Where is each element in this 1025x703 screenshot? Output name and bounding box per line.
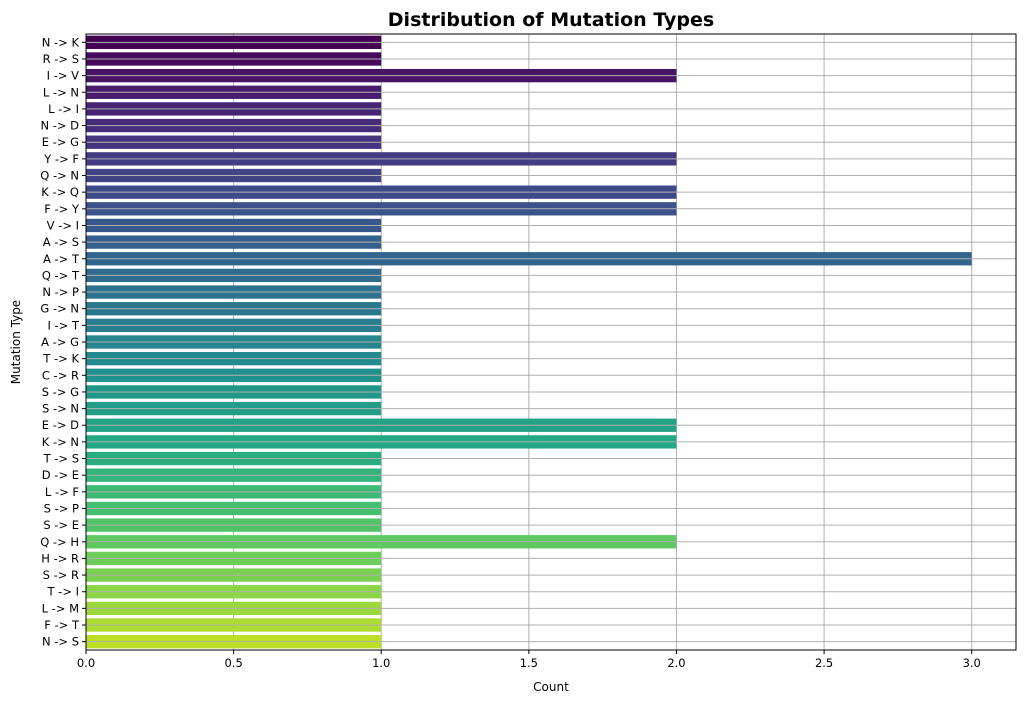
y-tick-labels: N -> K R -> S I -> V L -> N L -> I N -> D E ->… [40,35,86,649]
x-tick-label: 0.5 [224,656,242,670]
y-tick-label: V -> I [47,218,79,232]
y-tick-label: S -> E [43,518,79,532]
y-tick-label: R -> S [43,52,79,66]
x-tick-label: 2.5 [815,656,833,670]
y-tick-label: N -> S [42,635,79,649]
x-tick-label: 1.0 [372,656,390,670]
y-tick-label: T -> K [42,352,79,366]
y-tick-label: L -> F [45,485,79,499]
y-tick-label: K -> Q [41,185,79,199]
y-tick-label: Q -> H [40,535,79,549]
y-tick-label: E -> G [42,135,79,149]
y-tick-label: S -> G [42,385,79,399]
y-tick-label: L -> N [43,85,79,99]
y-tick-label: D -> E [42,468,79,482]
y-tick-label: K -> N [42,435,79,449]
y-tick-label: F -> Y [44,202,80,216]
y-tick-label: T -> S [43,452,79,466]
y-tick-label: E -> D [42,418,79,432]
x-axis-title: Count [533,680,569,694]
y-tick-label: H -> R [41,551,79,565]
horizontal-grid-layer [86,41,1016,643]
y-tick-label: Y -> F [43,152,79,166]
y-tick-label: L -> M [42,601,79,615]
y-tick-label: L -> I [48,102,79,116]
y-tick-label: G -> N [40,302,79,316]
y-axis-title: Mutation Type [9,300,23,384]
y-tick-label: S -> R [43,568,79,582]
y-tick-label: N -> P [42,285,79,299]
y-tick-label: F -> T [44,618,80,632]
x-tick-label: 1.5 [520,656,538,670]
y-tick-label: A -> S [43,235,79,249]
x-tick-label: 0.0 [77,656,95,670]
y-tick-label: S -> P [44,501,79,515]
x-tick-label: 2.0 [667,656,685,670]
x-tick-label: 3.0 [963,656,981,670]
y-tick-label: Q -> N [40,169,79,183]
y-tick-label: N -> K [42,35,80,49]
y-tick-label: S -> N [42,402,79,416]
y-tick-label: A -> G [41,335,79,349]
y-tick-label: C -> R [42,368,79,382]
y-tick-label: I -> V [47,69,79,83]
y-tick-label: T -> I [46,585,79,599]
y-tick-label: N -> D [40,119,79,133]
chart-title: Distribution of Mutation Types [388,9,714,31]
y-tick-label: A -> T [43,252,80,266]
y-tick-label: I -> T [47,318,79,332]
x-tick-labels: 0.0 0.5 1.0 1.5 2.0 2.5 3.0 [77,650,981,670]
y-tick-label: Q -> T [42,268,80,282]
